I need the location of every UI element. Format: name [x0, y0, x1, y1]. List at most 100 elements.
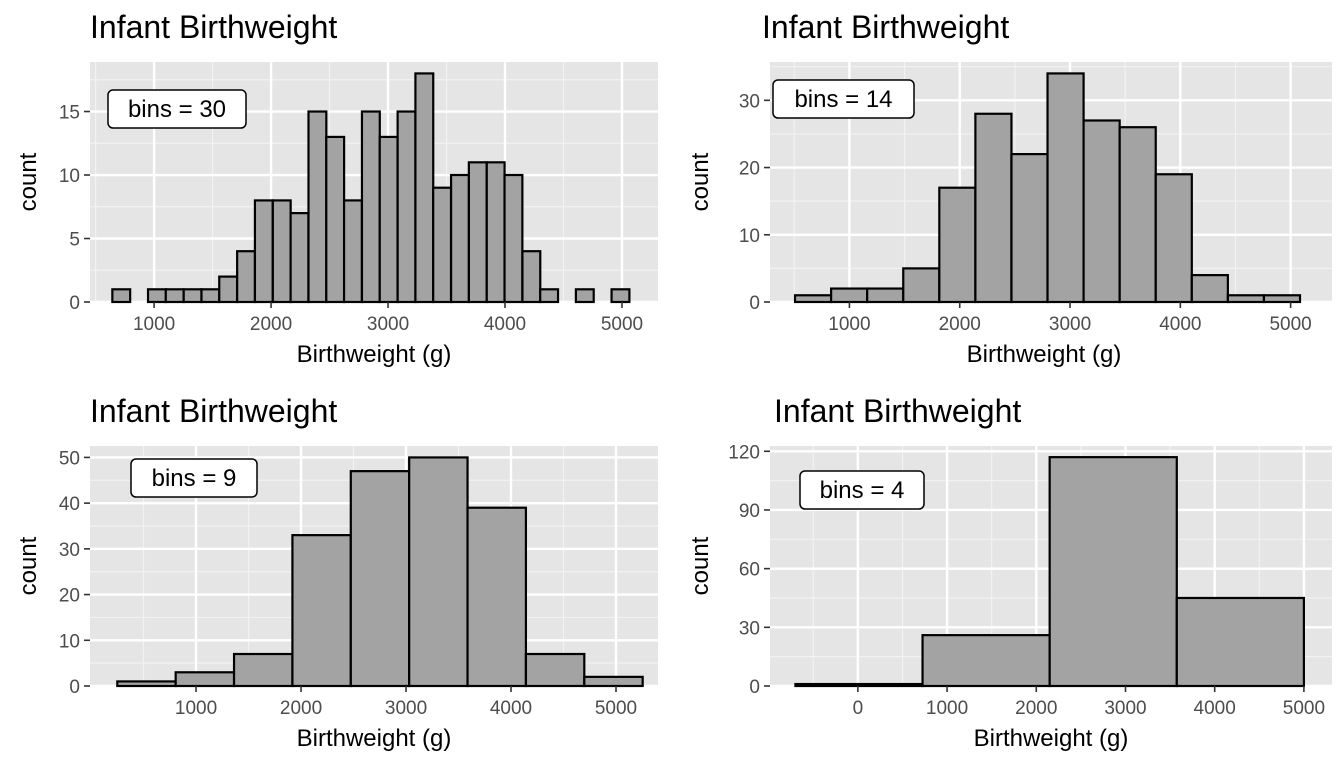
- bins-annotation: bins = 9: [130, 458, 258, 498]
- x-tick-label: 3000: [385, 698, 427, 719]
- annotation-text: bins = 4: [820, 477, 905, 504]
- histogram-bar: [146, 288, 167, 304]
- histogram-bar: [503, 173, 524, 304]
- x-tick-label: 2000: [250, 314, 292, 335]
- x-axis-title: Birthweight (g): [974, 725, 1129, 752]
- histogram-bar: [200, 288, 221, 304]
- histogram-bar: [1262, 294, 1302, 304]
- x-axis-title: Birthweight (g): [297, 725, 452, 752]
- x-tick-label: 0: [853, 698, 864, 719]
- bins-annotation: bins = 4: [799, 470, 925, 510]
- x-tick-label: 4000: [490, 698, 532, 719]
- y-tick-label: 10: [739, 226, 760, 247]
- y-axis-title: count: [15, 536, 42, 595]
- histogram-bar: [467, 161, 488, 304]
- histogram-bar: [236, 250, 257, 304]
- histogram-bar: [1226, 294, 1266, 304]
- histogram-bar: [466, 506, 528, 688]
- annotation-text: bins = 9: [152, 465, 237, 492]
- histogram-bar: [938, 186, 977, 304]
- y-tick-label: 90: [739, 501, 760, 522]
- x-tick-label: 5000: [595, 698, 637, 719]
- chart-title: Infant Birthweight: [90, 9, 337, 45]
- x-tick-label: 5000: [601, 314, 643, 335]
- x-axis-title: Birthweight (g): [297, 341, 452, 368]
- histogram-bar: [1082, 119, 1121, 304]
- x-tick-label: 1000: [926, 698, 968, 719]
- y-tick-label: 120: [728, 442, 760, 463]
- x-axis-title: Birthweight (g): [967, 341, 1122, 368]
- histogram-bar: [1154, 173, 1193, 304]
- histogram-bar: [307, 110, 328, 304]
- histogram-bar: [521, 250, 542, 304]
- histogram-bar: [360, 110, 381, 304]
- histogram-panel-3: 1000 2000 3000 4000 5000 0 10 20 30 40 50 Infant Bi…: [15, 393, 658, 752]
- histogram-bar: [378, 135, 399, 304]
- histogram-bar: [1175, 596, 1306, 688]
- y-tick-label: 20: [59, 586, 80, 607]
- histogram-bar: [116, 680, 177, 688]
- y-tick-label: 10: [59, 166, 80, 187]
- histogram-bar: [325, 135, 346, 304]
- y-tick-label: 0: [69, 293, 80, 314]
- x-tick-label: 3000: [1049, 314, 1091, 335]
- y-tick-label: 30: [59, 540, 80, 561]
- histogram-bar: [610, 288, 631, 304]
- y-tick-label: 10: [59, 631, 80, 652]
- histogram-panel-1: 1000 2000 3000 4000 5000 0 5 10 15 Infant Birthwe…: [15, 9, 658, 368]
- y-tick-label: 0: [749, 293, 760, 314]
- x-tick-label: 1000: [175, 698, 217, 719]
- histogram-bar: [794, 682, 924, 688]
- x-tick-label: 4000: [1194, 698, 1236, 719]
- histogram-bar: [539, 288, 560, 304]
- histogram-panel-4: 0 1000 2000 3000 4000 5000 0 30 60 90 120 Infant Bi…: [687, 393, 1332, 752]
- x-tick-label: 3000: [1104, 698, 1146, 719]
- y-tick-label: 30: [739, 618, 760, 639]
- annotation-box: [130, 458, 258, 498]
- y-axis-title: count: [687, 536, 714, 595]
- y-axis-title: count: [15, 152, 42, 211]
- histogram-bar: [271, 199, 292, 304]
- histogram-bar: [1190, 274, 1229, 304]
- histogram-bar: [485, 161, 506, 304]
- x-tick-label: 2000: [939, 314, 981, 335]
- histogram-bar: [449, 173, 471, 304]
- y-tick-label: 5: [69, 230, 80, 251]
- histogram-bar: [414, 72, 435, 304]
- annotation-box: [772, 79, 915, 119]
- histogram-bar: [574, 288, 595, 304]
- y-tick-label: 40: [59, 494, 80, 515]
- histogram-bar: [253, 199, 274, 304]
- histogram-bar: [182, 288, 203, 304]
- histogram-bar: [342, 199, 363, 304]
- annotation-text: bins = 30: [128, 96, 226, 123]
- histogram-bar: [830, 287, 869, 304]
- histogram-bar: [432, 186, 453, 304]
- histogram-panel-2: 1000 2000 3000 4000 5000 0 10 20 30 Infant Birthw…: [687, 9, 1332, 368]
- annotation-box: [799, 470, 925, 510]
- annotation-text: bins = 14: [794, 86, 892, 113]
- histogram-bar: [291, 534, 352, 688]
- histogram-bar: [974, 112, 1013, 304]
- y-tick-label: 50: [59, 448, 80, 469]
- histogram-bar: [396, 110, 417, 304]
- histogram-bar: [1010, 153, 1049, 304]
- histogram-bar: [524, 652, 586, 688]
- bins-annotation: bins = 30: [107, 89, 247, 129]
- chart-title: Infant Birthweight: [90, 393, 337, 429]
- x-tick-label: 3000: [367, 314, 409, 335]
- y-tick-label: 20: [739, 159, 760, 180]
- histogram-bar: [289, 212, 310, 304]
- histogram-bar: [921, 634, 1051, 688]
- chart-title: Infant Birthweight: [762, 9, 1009, 45]
- histogram-bar: [232, 652, 294, 688]
- x-tick-label: 2000: [280, 698, 322, 719]
- histogram-bar: [866, 287, 905, 304]
- histogram-bar: [164, 288, 185, 304]
- y-tick-label: 0: [69, 677, 80, 698]
- histogram-bar: [1048, 456, 1178, 688]
- x-tick-label: 4000: [1159, 314, 1201, 335]
- annotation-box: [107, 89, 247, 129]
- histogram-bar: [583, 675, 644, 688]
